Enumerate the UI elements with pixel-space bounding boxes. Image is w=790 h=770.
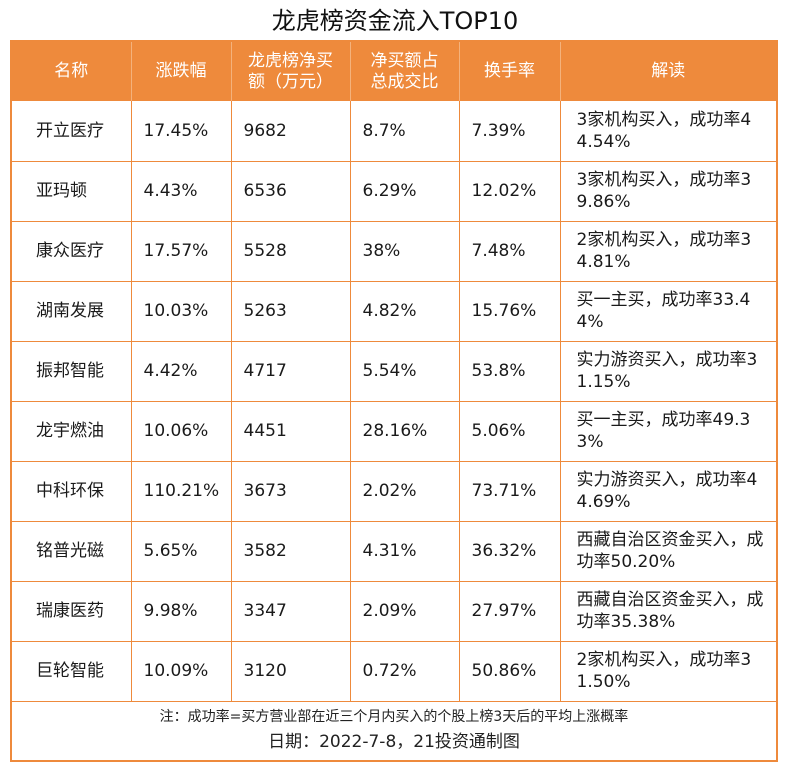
table-row: 巨轮智能 10.09% 3120 0.72% 50.86% 2家机构买入，成功率… [12,641,776,702]
date-line: 日期：2022-7-8，21投资通制图 [268,732,520,752]
cell-turnover: 36.32% [459,521,561,582]
table-row: 中科环保 110.21% 3673 2.02% 73.71% 实力游资买入，成功… [12,461,776,522]
cell-net-buy: 4451 [231,401,351,462]
table-row: 龙宇燃油 10.06% 4451 28.16% 5.06% 买一主买，成功率49… [12,401,776,462]
cell-change: 10.09% [131,641,232,702]
header-ratio: 净买额占 总成交比 [350,42,460,101]
header-ratio-line2: 总成交比 [370,71,439,92]
dragon-tiger-table: 名称 涨跌幅 龙虎榜净买 额（万元） 净买额占 总成交比 换手率 解读 开立医疗 1… [12,42,776,702]
cell-interpretation: 实力游资买入，成功率31.15% [560,341,776,402]
cell-interpretation: 2家机构买入，成功率34.81% [560,221,776,282]
cell-change: 17.45% [131,101,232,162]
cell-change: 110.21% [131,461,232,522]
cell-interpretation: 西藏自治区资金买入，成功率50.20% [560,521,776,582]
cell-name: 振邦智能 [12,341,132,402]
table-row: 湖南发展 10.03% 5263 4.82% 15.76% 买一主买，成功率33… [12,281,776,342]
cell-change: 10.06% [131,401,232,462]
cell-interpretation: 3家机构买入，成功率39.86% [560,161,776,222]
header-interpretation: 解读 [560,42,776,101]
cell-ratio: 2.02% [350,461,460,522]
cell-net-buy: 9682 [231,101,351,162]
cell-turnover: 50.86% [459,641,561,702]
cell-turnover: 7.39% [459,101,561,162]
cell-net-buy: 5528 [231,221,351,282]
table-row: 瑞康医药 9.98% 3347 2.09% 27.97% 西藏自治区资金买入，成… [12,581,776,642]
cell-net-buy: 5263 [231,281,351,342]
cell-name: 开立医疗 [12,101,132,162]
cell-interpretation: 买一主买，成功率33.44% [560,281,776,342]
cell-interpretation: 3家机构买入，成功率44.54% [560,101,776,162]
cell-change: 9.98% [131,581,232,642]
header-row: 名称 涨跌幅 龙虎榜净买 额（万元） 净买额占 总成交比 换手率 解读 [12,42,776,101]
cell-name: 龙宇燃油 [12,401,132,462]
cell-net-buy: 3120 [231,641,351,702]
header-change: 涨跌幅 [131,42,232,101]
cell-name: 康众医疗 [12,221,132,282]
header-ratio-line1: 净买额占 [370,50,439,71]
cell-name: 铭普光磁 [12,521,132,582]
cell-turnover: 15.76% [459,281,561,342]
cell-turnover: 5.06% [459,401,561,462]
cell-ratio: 28.16% [350,401,460,462]
header-name: 名称 [12,42,132,101]
cell-name: 亚玛顿 [12,161,132,222]
cell-name: 瑞康医药 [12,581,132,642]
table-row: 开立医疗 17.45% 9682 8.7% 7.39% 3家机构买入，成功率44… [12,101,776,162]
cell-turnover: 27.97% [459,581,561,642]
cell-net-buy: 3582 [231,521,351,582]
cell-change: 4.42% [131,341,232,402]
cell-ratio: 4.31% [350,521,460,582]
cell-ratio: 4.82% [350,281,460,342]
cell-net-buy: 6536 [231,161,351,222]
cell-ratio: 6.29% [350,161,460,222]
table-row: 铭普光磁 5.65% 3582 4.31% 36.32% 西藏自治区资金买入，成… [12,521,776,582]
cell-name: 巨轮智能 [12,641,132,702]
cell-change: 17.57% [131,221,232,282]
cell-interpretation: 西藏自治区资金买入，成功率35.38% [560,581,776,642]
cell-name: 中科环保 [12,461,132,522]
header-net-buy-line1: 龙虎榜净买 [248,50,333,71]
cell-ratio: 8.7% [350,101,460,162]
header-net-buy-line2: 额（万元） [248,71,333,92]
cell-interpretation: 2家机构买入，成功率31.50% [560,641,776,702]
cell-name: 湖南发展 [12,281,132,342]
cell-turnover: 53.8% [459,341,561,402]
cell-change: 4.43% [131,161,232,222]
cell-net-buy: 3347 [231,581,351,642]
cell-ratio: 0.72% [350,641,460,702]
cell-net-buy: 4717 [231,341,351,402]
page-title: 龙虎榜资金流入TOP10 [271,7,519,35]
cell-net-buy: 3673 [231,461,351,522]
cell-turnover: 7.48% [459,221,561,282]
footnote: 注：成功率=买方营业部在近三个月内买入的个股上榜3天后的平均上涨概率 [159,709,629,725]
table-row: 亚玛顿 4.43% 6536 6.29% 12.02% 3家机构买入，成功率39… [12,161,776,222]
table-row: 振邦智能 4.42% 4717 5.54% 53.8% 实力游资买入，成功率31… [12,341,776,402]
table-frame [10,40,778,762]
cell-interpretation: 实力游资买入，成功率44.69% [560,461,776,522]
cell-turnover: 73.71% [459,461,561,522]
header-turnover: 换手率 [459,42,561,101]
cell-ratio: 38% [350,221,460,282]
table-row: 康众医疗 17.57% 5528 38% 7.48% 2家机构买入，成功率34.… [12,221,776,282]
cell-change: 10.03% [131,281,232,342]
cell-ratio: 5.54% [350,341,460,402]
header-net-buy: 龙虎榜净买 额（万元） [231,42,351,101]
cell-turnover: 12.02% [459,161,561,222]
cell-change: 5.65% [131,521,232,582]
cell-ratio: 2.09% [350,581,460,642]
cell-interpretation: 买一主买，成功率49.33% [560,401,776,462]
